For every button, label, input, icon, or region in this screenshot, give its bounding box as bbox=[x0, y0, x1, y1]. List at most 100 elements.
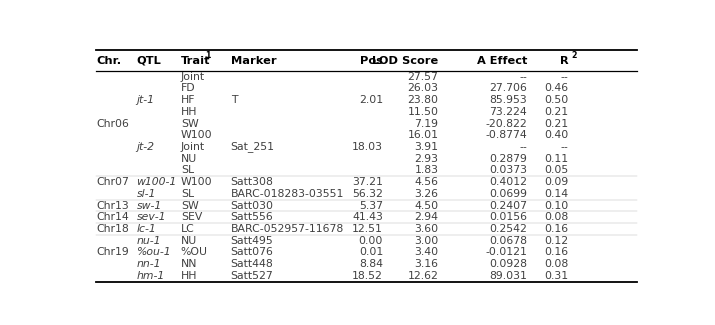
Text: 3.40: 3.40 bbox=[415, 247, 438, 257]
Text: Chr18: Chr18 bbox=[96, 224, 129, 234]
Text: A Effect: A Effect bbox=[477, 56, 527, 66]
Text: BARC-052957-11678: BARC-052957-11678 bbox=[231, 224, 344, 234]
Text: 0.10: 0.10 bbox=[544, 201, 568, 211]
Text: 0.0699: 0.0699 bbox=[489, 189, 527, 199]
Text: 0.01: 0.01 bbox=[359, 247, 383, 257]
Text: 12.51: 12.51 bbox=[352, 224, 383, 234]
Text: Chr13: Chr13 bbox=[96, 201, 129, 211]
Text: 0.14: 0.14 bbox=[545, 189, 568, 199]
Text: 18.52: 18.52 bbox=[352, 271, 383, 281]
Text: 4.56: 4.56 bbox=[415, 177, 438, 187]
Text: 7.19: 7.19 bbox=[415, 119, 438, 128]
Text: Satt076: Satt076 bbox=[231, 247, 274, 257]
Text: R: R bbox=[560, 56, 568, 66]
Text: 56.32: 56.32 bbox=[352, 189, 383, 199]
Text: 18.03: 18.03 bbox=[352, 142, 383, 152]
Text: -0.0121: -0.0121 bbox=[485, 247, 527, 257]
Text: 0.12: 0.12 bbox=[545, 236, 568, 246]
Text: 85.953: 85.953 bbox=[489, 95, 527, 105]
Text: Chr06: Chr06 bbox=[96, 119, 129, 128]
Text: LOD Score: LOD Score bbox=[373, 56, 438, 66]
Text: 1: 1 bbox=[205, 50, 210, 59]
Text: 2: 2 bbox=[571, 50, 577, 59]
Text: 3.00: 3.00 bbox=[414, 236, 438, 246]
Text: nn-1: nn-1 bbox=[137, 259, 161, 269]
Text: hm-1: hm-1 bbox=[137, 271, 164, 281]
Text: HF: HF bbox=[181, 95, 195, 105]
Text: NU: NU bbox=[181, 154, 197, 164]
Text: w100-1: w100-1 bbox=[137, 177, 177, 187]
Text: 0.40: 0.40 bbox=[544, 130, 568, 140]
Text: Satt556: Satt556 bbox=[231, 212, 273, 222]
Text: 4.50: 4.50 bbox=[415, 201, 438, 211]
Text: 0.2542: 0.2542 bbox=[489, 224, 527, 234]
Text: LC: LC bbox=[181, 224, 194, 234]
Text: SL: SL bbox=[181, 165, 194, 176]
Text: --: -- bbox=[561, 72, 568, 82]
Text: 0.0373: 0.0373 bbox=[489, 165, 527, 176]
Text: Sat_251: Sat_251 bbox=[231, 141, 275, 152]
Text: -0.8774: -0.8774 bbox=[485, 130, 527, 140]
Text: W100: W100 bbox=[181, 177, 212, 187]
Text: Satt527: Satt527 bbox=[231, 271, 273, 281]
Text: Joint: Joint bbox=[181, 142, 205, 152]
Text: 3.60: 3.60 bbox=[415, 224, 438, 234]
Text: 0.00: 0.00 bbox=[359, 236, 383, 246]
Text: -20.822: -20.822 bbox=[485, 119, 527, 128]
Text: 1.83: 1.83 bbox=[415, 165, 438, 176]
Text: --: -- bbox=[561, 142, 568, 152]
Text: Satt308: Satt308 bbox=[231, 177, 274, 187]
Text: 27.706: 27.706 bbox=[489, 83, 527, 93]
Text: 3.26: 3.26 bbox=[415, 189, 438, 199]
Text: nu-1: nu-1 bbox=[137, 236, 161, 246]
Text: 0.0156: 0.0156 bbox=[489, 212, 527, 222]
Text: 0.16: 0.16 bbox=[545, 224, 568, 234]
Text: HH: HH bbox=[181, 271, 197, 281]
Text: lc-1: lc-1 bbox=[137, 224, 156, 234]
Text: jt-1: jt-1 bbox=[137, 95, 154, 105]
Text: 16.01: 16.01 bbox=[408, 130, 438, 140]
Text: 73.224: 73.224 bbox=[489, 107, 527, 117]
Text: 41.43: 41.43 bbox=[352, 212, 383, 222]
Text: jt-2: jt-2 bbox=[137, 142, 154, 152]
Text: NN: NN bbox=[181, 259, 197, 269]
Text: Marker: Marker bbox=[231, 56, 276, 66]
Text: 37.21: 37.21 bbox=[352, 177, 383, 187]
Text: W100: W100 bbox=[181, 130, 212, 140]
Text: SW: SW bbox=[181, 119, 199, 128]
Text: 0.0928: 0.0928 bbox=[489, 259, 527, 269]
Text: 2.93: 2.93 bbox=[415, 154, 438, 164]
Text: 0.0678: 0.0678 bbox=[489, 236, 527, 246]
Text: Pos: Pos bbox=[360, 56, 383, 66]
Text: 0.50: 0.50 bbox=[544, 95, 568, 105]
Text: 11.50: 11.50 bbox=[408, 107, 438, 117]
Text: sev-1: sev-1 bbox=[137, 212, 166, 222]
Text: 0.11: 0.11 bbox=[545, 154, 568, 164]
Text: Trait: Trait bbox=[181, 56, 210, 66]
Text: sl-1: sl-1 bbox=[137, 189, 156, 199]
Text: Joint: Joint bbox=[181, 72, 205, 82]
Text: 0.31: 0.31 bbox=[545, 271, 568, 281]
Text: BARC-018283-03551: BARC-018283-03551 bbox=[231, 189, 344, 199]
Text: sw-1: sw-1 bbox=[137, 201, 162, 211]
Text: SEV: SEV bbox=[181, 212, 202, 222]
Text: --: -- bbox=[519, 142, 527, 152]
Text: 0.08: 0.08 bbox=[544, 212, 568, 222]
Text: 0.2879: 0.2879 bbox=[489, 154, 527, 164]
Text: --: -- bbox=[519, 72, 527, 82]
Text: 0.21: 0.21 bbox=[545, 107, 568, 117]
Text: Satt030: Satt030 bbox=[231, 201, 274, 211]
Text: NU: NU bbox=[181, 236, 197, 246]
Text: 89.031: 89.031 bbox=[489, 271, 527, 281]
Text: Chr.: Chr. bbox=[96, 56, 121, 66]
Text: T: T bbox=[231, 95, 237, 105]
Text: 0.16: 0.16 bbox=[545, 247, 568, 257]
Text: Chr19: Chr19 bbox=[96, 247, 129, 257]
Text: 0.2407: 0.2407 bbox=[489, 201, 527, 211]
Text: Chr14: Chr14 bbox=[96, 212, 129, 222]
Text: 26.03: 26.03 bbox=[408, 83, 438, 93]
Text: SW: SW bbox=[181, 201, 199, 211]
Text: 27.57: 27.57 bbox=[408, 72, 438, 82]
Text: 5.37: 5.37 bbox=[359, 201, 383, 211]
Text: QTL: QTL bbox=[137, 56, 161, 66]
